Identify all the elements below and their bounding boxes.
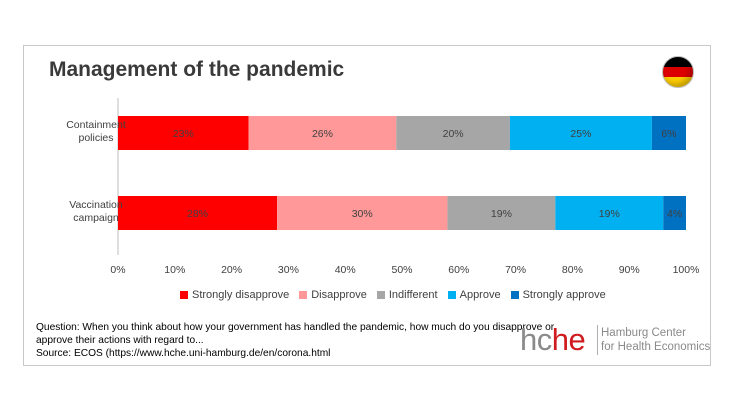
data-label: 19%	[599, 208, 620, 220]
category-label: Vaccination	[69, 199, 123, 211]
legend-item: Approve	[447, 289, 501, 301]
x-tick-label: 40%	[335, 264, 356, 276]
bar-segment	[248, 116, 397, 150]
legend-item: Disapprove	[299, 289, 367, 301]
category-label: campaign	[73, 212, 119, 224]
logo-text: Hamburg Center for Health Economics	[601, 326, 710, 354]
data-label: 6%	[661, 128, 676, 140]
legend-item: Indifferent	[376, 289, 438, 301]
legend-label: Disapprove	[311, 289, 367, 301]
data-label: 28%	[187, 208, 208, 220]
bar-segment	[277, 196, 448, 230]
logo-text-line-1: Hamburg Center	[601, 327, 687, 339]
bar-segment	[651, 116, 686, 150]
x-tick-label: 20%	[221, 264, 242, 276]
x-tick-label: 0%	[110, 264, 125, 276]
bar-segment	[663, 196, 686, 230]
x-tick-label: 30%	[278, 264, 299, 276]
x-tick-label: 10%	[164, 264, 185, 276]
legend-swatch	[510, 291, 519, 299]
legend-label: Strongly approve	[522, 289, 606, 301]
legend-swatch	[299, 291, 308, 299]
data-label: 30%	[352, 208, 373, 220]
legend-swatch	[180, 291, 188, 299]
legend-swatch	[376, 291, 385, 299]
x-tick-label: 60%	[448, 264, 469, 276]
legend-item: Strongly disapprove	[180, 289, 289, 301]
chart-legend: Strongly disapprove Disapprove Indifferent…	[180, 289, 606, 301]
question-note: Question: When you think about how your …	[36, 321, 555, 360]
data-label: 19%	[491, 208, 512, 220]
bar-segment	[447, 196, 556, 230]
question-line-1: Question: When you think about how your …	[36, 322, 555, 333]
bar-segment	[118, 196, 278, 230]
data-label: 26%	[312, 128, 333, 140]
x-tick-label: 80%	[562, 264, 583, 276]
logo-text-line-2: for Health Economics	[601, 341, 711, 353]
x-tick-label: 90%	[619, 264, 640, 276]
chart-title: Management of the pandemic	[49, 58, 345, 81]
data-label: 20%	[443, 128, 464, 140]
legend-swatch	[447, 291, 456, 299]
legend-item: Strongly approve	[510, 289, 606, 301]
category-label: Containment	[66, 119, 126, 131]
question-line-2: approve their actions with regard to...	[36, 335, 204, 346]
logo-mark-he: he	[551, 322, 586, 357]
bar-segment	[555, 196, 664, 230]
hche-logo-mark: hche	[520, 322, 586, 357]
legend-label: Approve	[459, 289, 501, 301]
logo-mark-hc: hc	[520, 322, 552, 357]
x-tick-label: 100%	[673, 264, 700, 276]
x-tick-label: 50%	[391, 264, 412, 276]
data-label: 23%	[173, 128, 194, 140]
bar-segment	[396, 116, 510, 150]
source-line: Source: ECOS (https://www.hche.uni-hambu…	[36, 348, 331, 359]
data-label: 25%	[570, 128, 591, 140]
x-tick-label: 70%	[505, 264, 526, 276]
logo-divider	[597, 325, 598, 355]
hche-logo: hche Hamburg Center for Health Economics	[520, 322, 710, 358]
bar-segment	[118, 116, 249, 150]
legend-label: Strongly disapprove	[192, 289, 290, 301]
data-label: 4%	[667, 208, 682, 220]
legend-label: Indifferent	[388, 289, 438, 301]
bar-segment	[509, 116, 652, 150]
category-label: policies	[78, 132, 113, 144]
germany-flag-icon	[662, 56, 694, 88]
